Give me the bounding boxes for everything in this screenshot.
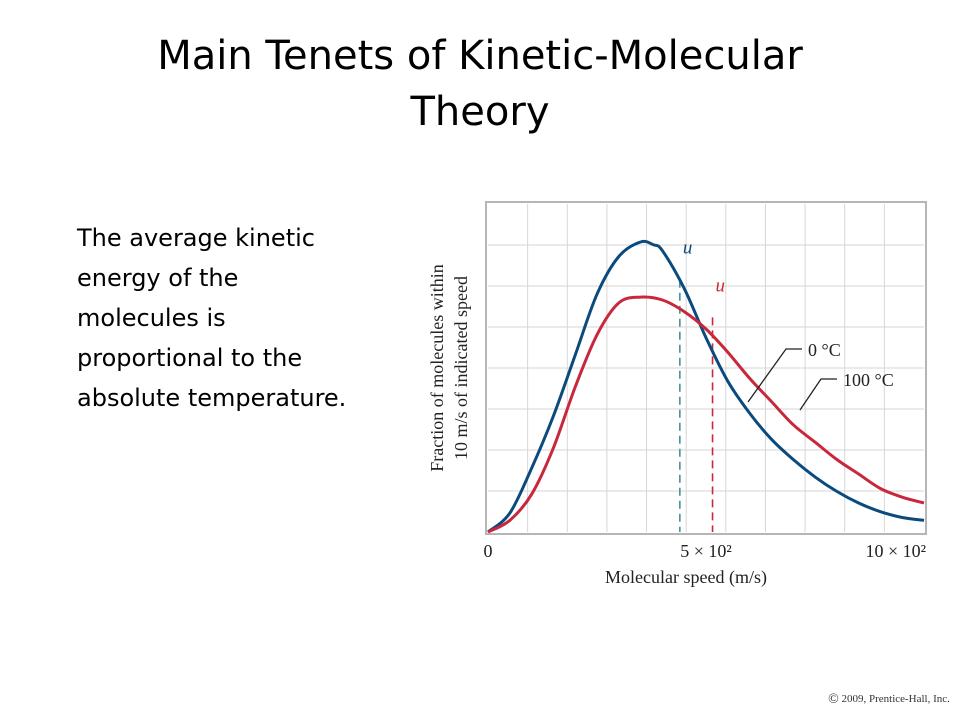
mean-speed-label-1: u [716, 275, 726, 296]
copyright-text: 2009, Prentice-Hall, Inc. [841, 693, 950, 705]
body-text-line: The average kinetic [77, 224, 315, 252]
slide-title-line: Theory [410, 89, 550, 135]
y-axis-label-line: Fraction of molecules within [427, 264, 447, 471]
body-text-line: molecules is [77, 304, 226, 332]
series-callout-label-1: 100 °C [843, 370, 894, 390]
series-curve-0 [487, 239, 925, 534]
mean-speed-label-0: u [683, 238, 693, 259]
copyright-icon: © [828, 692, 839, 707]
series-callout-line-0 [747, 348, 802, 403]
x-tick-label: 5 × 10² [680, 541, 732, 561]
body-text-line: proportional to the [77, 344, 303, 372]
x-tick-label: 10 × 10² [865, 541, 926, 561]
series-curve-1 [487, 295, 925, 534]
y-axis-label-line: 10 m/s of indicated speed [451, 276, 471, 460]
series-callout-label-0: 0 °C [808, 340, 841, 360]
body-text: The average kinetic energy of the molecu… [77, 218, 427, 418]
slide-title: Main Tenets of Kinetic-Molecular Theory [80, 28, 880, 140]
series-callout-line-1 [799, 378, 837, 411]
body-text-line: energy of the [77, 264, 239, 292]
slide-title-line: Main Tenets of Kinetic-Molecular [157, 33, 803, 79]
body-text-line: absolute temperature. [77, 384, 347, 412]
x-tick-label: 0 [484, 541, 493, 561]
x-axis-label: Molecular speed (m/s) [605, 567, 767, 588]
copyright-footer: © 2009, Prentice-Hall, Inc. [826, 690, 952, 709]
